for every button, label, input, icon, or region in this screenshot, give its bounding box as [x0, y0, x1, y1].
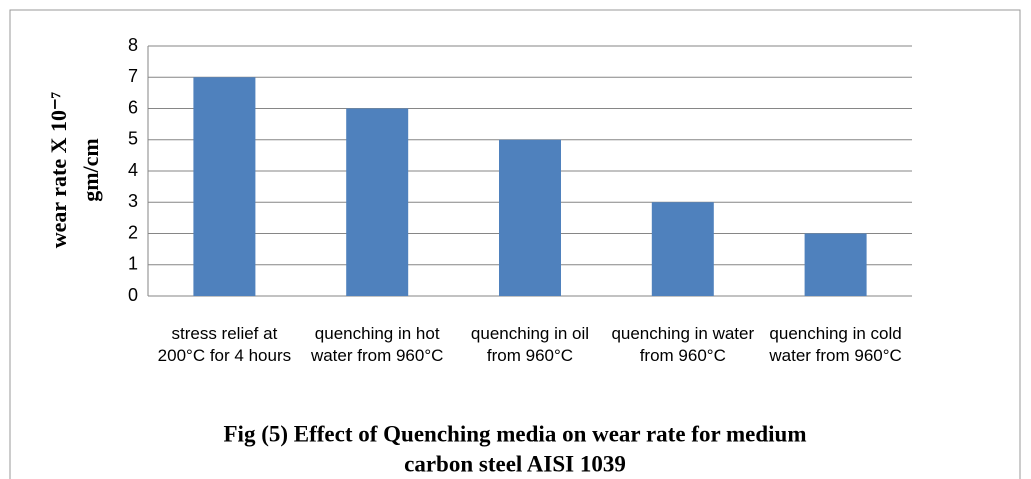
x-tick-label: stress relief at 200°C for 4 hours: [157, 324, 292, 365]
y-tick-label: 6: [128, 97, 138, 117]
y-tick-label: 8: [128, 35, 138, 55]
y-tick-label: 0: [128, 285, 138, 305]
frame: [9, 9, 1021, 479]
x-tick-label: quenching in oil from 960°C: [470, 324, 590, 365]
bar: [804, 233, 867, 296]
y-label-line: wear rate X 10⁻⁷: [46, 91, 71, 248]
y-tick-label: 7: [128, 66, 138, 86]
bar: [193, 77, 256, 296]
caption: Fig (5) Effect of Quenching media on wea…: [224, 421, 807, 446]
x-tick-label: quenching in cold water from 960°C: [769, 324, 902, 365]
y-tick-label: 3: [128, 191, 138, 211]
y-label: wear rate X 10⁻⁷ gm/cm: [46, 91, 103, 248]
y-tick-label: 4: [128, 160, 138, 180]
y-label-line: gm/cm: [78, 138, 103, 202]
x-tick-label: quenching in water from 960°C: [611, 324, 755, 365]
y-tick-label: 5: [128, 129, 138, 149]
bar: [651, 202, 714, 296]
bar: [346, 108, 409, 296]
bar: [499, 139, 561, 296]
y-tick-label: 1: [128, 254, 138, 274]
y-tick-label: 2: [128, 222, 138, 242]
x-tick-label: quenching in hot water from 960°C: [310, 324, 444, 365]
caption: carbon steel AISI 1039: [404, 451, 626, 476]
